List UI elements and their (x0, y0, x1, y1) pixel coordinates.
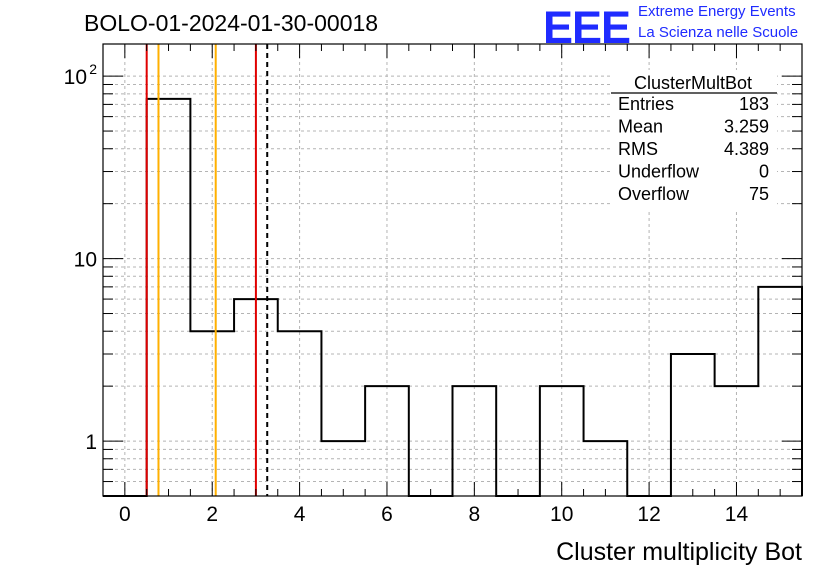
histogram-bin (671, 354, 715, 496)
y-tick-exponent: 2 (89, 61, 97, 77)
stats-value: 183 (739, 94, 769, 114)
x-tick-label: 4 (294, 503, 306, 526)
stats-box-title: ClusterMultBot (634, 73, 752, 93)
stats-label: Underflow (618, 162, 700, 182)
stats-value: 4.389 (724, 139, 769, 159)
stats-value: 3.259 (724, 117, 769, 137)
x-tick-label: 12 (637, 503, 660, 526)
x-tick-label: 10 (550, 503, 573, 526)
chart-title: BOLO-01-2024-01-30-00018 (84, 10, 379, 36)
x-tick-label: 2 (206, 503, 218, 526)
stats-value: 0 (759, 162, 769, 182)
y-tick-label: 10 (74, 249, 97, 272)
logo-line-2: La Scienza nelle Scuole (638, 24, 799, 41)
histogram-bin (758, 287, 802, 496)
x-tick-label: 0 (119, 503, 131, 526)
x-axis-label: Cluster multiplicity Bot (556, 538, 802, 566)
x-tick-label: 6 (381, 503, 393, 526)
stats-label: Overflow (618, 184, 690, 204)
stats-label: RMS (618, 139, 658, 159)
logo-line-1: Extreme Energy Events (638, 3, 796, 20)
histogram-bin (147, 99, 191, 496)
x-tick-label: 8 (469, 503, 481, 526)
stats-value: 75 (749, 184, 769, 204)
histogram-outline (103, 97, 803, 497)
y-tick-label: 1 (85, 431, 97, 454)
y-tick-label: 10 (64, 66, 87, 89)
stats-label: Mean (618, 117, 663, 137)
stats-label: Entries (618, 94, 674, 114)
x-tick-label: 14 (725, 503, 749, 526)
